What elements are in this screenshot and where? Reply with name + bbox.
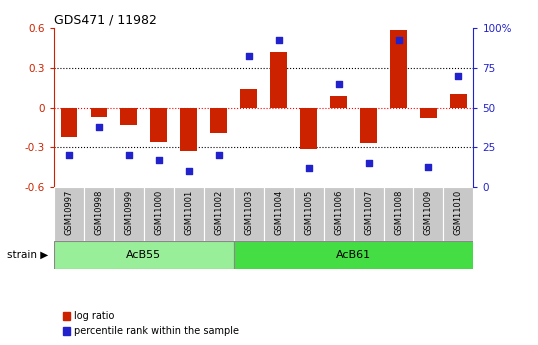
Text: GSM10997: GSM10997	[64, 190, 73, 235]
Bar	[84, 187, 114, 241]
Bar	[144, 187, 174, 241]
Point	[244, 53, 253, 59]
Point	[274, 38, 283, 43]
Bar	[233, 187, 264, 241]
Legend: log ratio, percentile rank within the sample: log ratio, percentile rank within the sa…	[59, 307, 243, 340]
Text: GSM10999: GSM10999	[124, 190, 133, 235]
Point	[424, 164, 433, 169]
Bar	[151, 108, 167, 142]
Text: GSM11002: GSM11002	[214, 190, 223, 235]
Point	[334, 81, 343, 86]
Bar	[54, 187, 84, 241]
Text: GSM11005: GSM11005	[304, 190, 313, 235]
Bar	[443, 187, 473, 241]
Point	[214, 153, 223, 158]
Point	[95, 124, 103, 129]
Text: strain ▶: strain ▶	[7, 250, 48, 260]
Text: GSM11001: GSM11001	[184, 190, 193, 235]
Text: AcB55: AcB55	[126, 250, 161, 260]
Text: GSM11003: GSM11003	[244, 190, 253, 235]
Text: GSM11006: GSM11006	[334, 190, 343, 235]
Text: GSM11007: GSM11007	[364, 190, 373, 235]
Point	[185, 169, 193, 174]
Bar	[204, 187, 233, 241]
Text: GSM11010: GSM11010	[454, 190, 463, 235]
Bar	[271, 51, 287, 108]
Bar	[450, 94, 466, 108]
Text: GSM10998: GSM10998	[94, 190, 103, 235]
Bar	[414, 187, 443, 241]
Point	[154, 157, 163, 163]
Bar	[90, 108, 107, 117]
Bar	[353, 187, 384, 241]
Bar	[54, 241, 233, 269]
Point	[364, 161, 373, 166]
Bar	[121, 108, 137, 125]
Bar	[210, 108, 227, 133]
Bar	[264, 187, 294, 241]
Text: AcB61: AcB61	[336, 250, 371, 260]
Bar	[330, 96, 347, 108]
Bar	[240, 89, 257, 108]
Bar	[360, 108, 377, 144]
Bar	[300, 108, 317, 149]
Point	[454, 73, 463, 78]
Bar	[233, 241, 473, 269]
Text: GSM11004: GSM11004	[274, 190, 283, 235]
Text: GDS471 / 11982: GDS471 / 11982	[54, 13, 157, 27]
Bar	[384, 187, 414, 241]
Bar	[114, 187, 144, 241]
Bar	[323, 187, 353, 241]
Point	[124, 153, 133, 158]
Text: GSM11008: GSM11008	[394, 190, 403, 235]
Point	[65, 153, 73, 158]
Bar	[390, 30, 407, 108]
Bar	[420, 108, 437, 118]
Text: GSM11000: GSM11000	[154, 190, 163, 235]
Bar	[61, 108, 77, 137]
Point	[305, 166, 313, 171]
Bar	[294, 187, 323, 241]
Bar	[174, 187, 204, 241]
Text: GSM11009: GSM11009	[424, 190, 433, 235]
Bar	[180, 108, 197, 151]
Point	[394, 38, 403, 43]
